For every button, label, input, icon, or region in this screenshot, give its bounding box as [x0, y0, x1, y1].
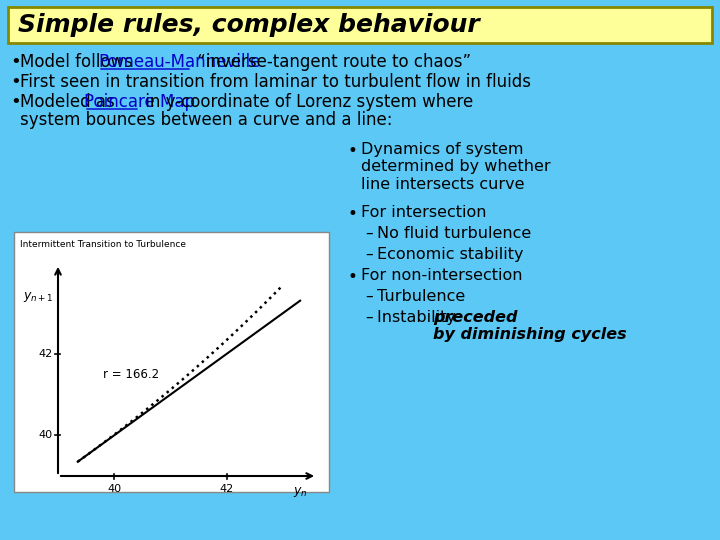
Text: For non-intersection: For non-intersection — [361, 268, 523, 283]
Text: •: • — [10, 53, 21, 71]
Text: First seen in transition from laminar to turbulent flow in fluids: First seen in transition from laminar to… — [20, 73, 531, 91]
Text: Pomeau-Manneville: Pomeau-Manneville — [98, 53, 261, 71]
Text: in y-coordinate of Lorenz system where: in y-coordinate of Lorenz system where — [140, 93, 473, 111]
Text: •: • — [10, 73, 21, 91]
Text: 42: 42 — [39, 349, 53, 359]
Text: 40: 40 — [107, 484, 122, 494]
Text: 40: 40 — [39, 430, 53, 440]
Text: Turbulence: Turbulence — [377, 289, 465, 304]
Text: Modeled as: Modeled as — [20, 93, 120, 111]
Text: Dynamics of system
determined by whether
line intersects curve: Dynamics of system determined by whether… — [361, 142, 551, 192]
Text: preceded
by diminishing cycles: preceded by diminishing cycles — [433, 310, 626, 342]
Text: Economic stability: Economic stability — [377, 247, 523, 262]
Text: Model follows: Model follows — [20, 53, 138, 71]
Text: –: – — [365, 289, 373, 304]
Text: •: • — [348, 205, 358, 223]
Text: Intermittent Transition to Turbulence: Intermittent Transition to Turbulence — [20, 240, 186, 249]
Text: Instability: Instability — [377, 310, 461, 325]
Text: For intersection: For intersection — [361, 205, 487, 220]
Text: No fluid turbulence: No fluid turbulence — [377, 226, 531, 241]
Text: system bounces between a curve and a line:: system bounces between a curve and a lin… — [20, 111, 392, 129]
Text: $y_n$: $y_n$ — [293, 485, 307, 499]
Text: $y_{n+1}$: $y_{n+1}$ — [22, 289, 53, 303]
Text: Simple rules, complex behaviour: Simple rules, complex behaviour — [18, 13, 480, 37]
Text: –: – — [365, 226, 373, 241]
Text: Poincare Map: Poincare Map — [84, 93, 195, 111]
Text: •: • — [10, 93, 21, 111]
Text: 42: 42 — [220, 484, 234, 494]
Text: –: – — [365, 247, 373, 262]
Text: r = 166.2: r = 166.2 — [103, 368, 159, 381]
FancyBboxPatch shape — [8, 7, 712, 43]
Text: •: • — [348, 142, 358, 160]
Text: –: – — [365, 310, 373, 325]
Text: “inverse-tangent route to chaos”: “inverse-tangent route to chaos” — [192, 53, 471, 71]
Text: •: • — [348, 268, 358, 286]
FancyBboxPatch shape — [14, 232, 329, 492]
